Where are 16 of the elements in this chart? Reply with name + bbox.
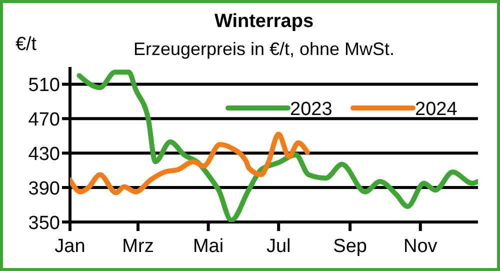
chart-title: Winterraps [214, 11, 314, 32]
legend-label: 2023 [290, 99, 332, 120]
y-tick-label: 470 [28, 110, 60, 131]
x-tick-label: Mai [192, 236, 224, 257]
y-tick-label: 510 [28, 75, 60, 96]
legend-label: 2024 [415, 99, 458, 120]
y-tick-label: 350 [28, 213, 60, 234]
x-tick-label: Sep [333, 236, 367, 257]
x-tick-label: Nov [403, 236, 438, 257]
x-tick-label: Mrz [122, 236, 154, 257]
y-tick-label: 390 [28, 178, 60, 200]
y-axis-title: €/t [15, 34, 38, 55]
chart-subtitle: Erzeugerpreis in €/t, ohne MwSt. [133, 39, 395, 59]
x-tick-label: Jul [266, 236, 291, 257]
y-tick-label: 430 [28, 144, 60, 166]
x-tick-label: Jan [54, 236, 86, 257]
